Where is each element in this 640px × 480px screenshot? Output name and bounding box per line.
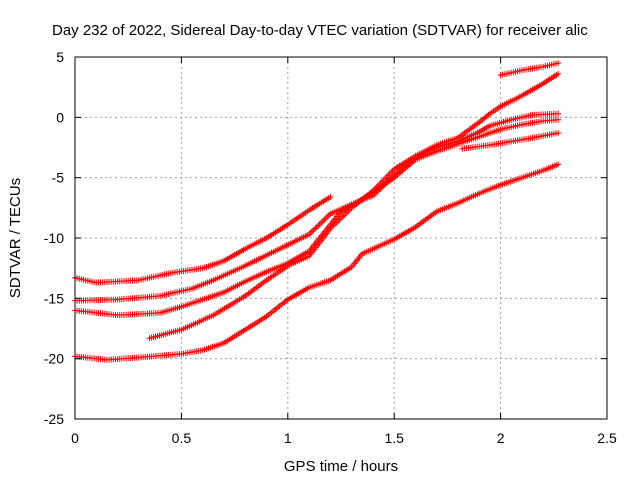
axes: 0 0.5 1 1.5 2 2.5 -25 -20 -15 -10 -5 0 5: [44, 49, 617, 446]
y-tick-label: -10: [44, 230, 64, 246]
x-tick-label: 1: [284, 430, 292, 446]
y-tick-label: 5: [56, 49, 64, 65]
data-marker-path: [146, 70, 562, 342]
x-tick-label: 0: [71, 430, 79, 446]
x-tick-label: 1.5: [384, 430, 404, 446]
series-track-4: [146, 70, 562, 342]
data-marker-path: [459, 130, 562, 152]
series-track-6: [72, 161, 562, 363]
data-marker-path: [72, 161, 562, 363]
x-tick-label: 2: [497, 430, 505, 446]
x-tick-label: 2.5: [597, 430, 617, 446]
chart-title: Day 232 of 2022, Sidereal Day-to-day VTE…: [52, 22, 588, 39]
grid: [75, 57, 607, 419]
y-axis-label: SDTVAR / TECUs: [7, 178, 24, 298]
y-tick-label: -15: [44, 290, 64, 306]
y-tick-label: -5: [52, 170, 65, 186]
y-tick-label: -20: [44, 351, 64, 367]
y-tick-label: 0: [56, 109, 64, 125]
series-track-7: [459, 130, 562, 152]
x-tick-label: 0.5: [172, 430, 192, 446]
data-series-layer: [72, 60, 562, 363]
x-axis-label: GPS time / hours: [284, 458, 398, 475]
series-track-5: [497, 60, 562, 79]
data-marker-path: [497, 60, 562, 79]
y-tick-label: -25: [44, 411, 64, 427]
